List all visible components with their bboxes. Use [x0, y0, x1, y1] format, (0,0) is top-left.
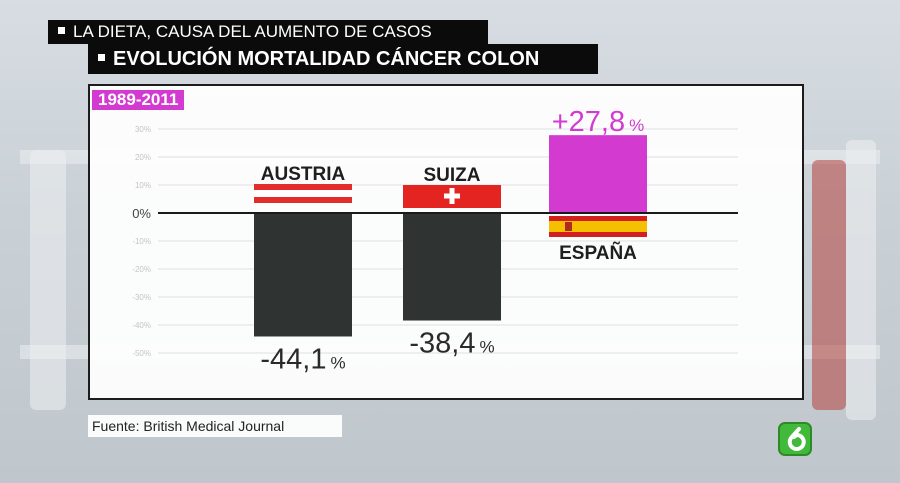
value-label: -38,4% — [409, 328, 494, 360]
data-bar — [254, 213, 352, 337]
value-label: +27,8% — [552, 106, 645, 138]
period-badge: 1989-2011 — [92, 90, 185, 110]
source-caption: Fuente: British Medical Journal — [88, 415, 342, 437]
data-bar — [549, 135, 647, 213]
mortality-chart: 30% 20% 10% 0% -10% -20% -30% -40% -50% -44,1 % -38… — [132, 106, 738, 375]
headline-line2: EVOLUCIÓN MORTALIDAD CÁNCER COLON — [88, 44, 598, 74]
headline-line1: LA DIETA, CAUSA DEL AUMENTO DE CASOS — [48, 20, 488, 44]
background-tube — [30, 150, 66, 410]
spain-flag-coat — [565, 222, 572, 231]
spain-flag-stripe — [549, 232, 647, 237]
y-tick-label: -10% — [132, 237, 151, 246]
square-bullet-icon — [58, 27, 65, 35]
headline-line2-text: EVOLUCIÓN MORTALIDAD CÁNCER COLON — [113, 48, 540, 70]
austria-flag-stripe — [254, 190, 352, 197]
austria-flag-stripe — [254, 184, 352, 190]
data-bar — [403, 213, 501, 321]
lasexta-logo-glyph — [787, 427, 806, 451]
suiza-flag-cross — [449, 188, 455, 204]
y-tick-label: 0% — [132, 206, 151, 221]
category-label-austria: AUSTRIA — [261, 164, 346, 185]
lasexta-logo-icon — [778, 422, 812, 456]
y-tick-label: -20% — [132, 265, 151, 274]
value-label: -44,1% — [260, 343, 345, 375]
y-tick-label: -30% — [132, 293, 151, 302]
y-tick-label: 30% — [135, 125, 151, 134]
category-label-suiza: SUIZA — [424, 165, 481, 186]
chart-panel: 1989-2011 30% 20% 10% 0% -10% -20% -30% -40% -50… — [88, 84, 804, 400]
y-tick-label: -40% — [132, 321, 151, 330]
category-label-espana: ESPAÑA — [559, 242, 637, 264]
y-tick-label: -50% — [132, 349, 151, 358]
square-bullet-icon — [98, 54, 105, 62]
y-tick-label: 20% — [135, 153, 151, 162]
headline-line1-text: LA DIETA, CAUSA DEL AUMENTO DE CASOS — [73, 22, 432, 41]
y-tick-label: 10% — [135, 181, 151, 190]
spain-flag-stripe — [549, 221, 647, 232]
background-tube — [846, 140, 876, 420]
austria-flag-stripe — [254, 197, 352, 203]
background-tube — [812, 160, 846, 410]
spain-flag-stripe — [549, 216, 647, 221]
